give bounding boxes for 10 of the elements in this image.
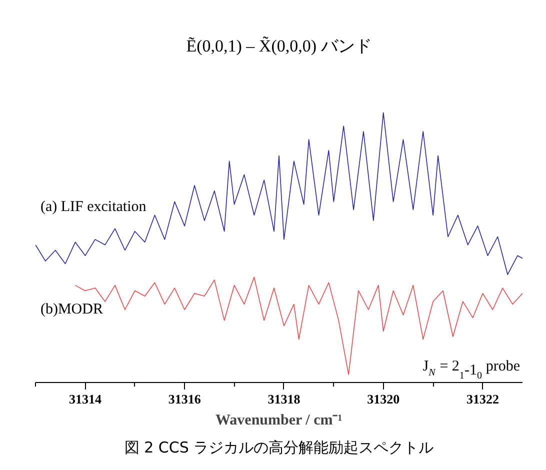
chart-title: Ẽ(0,0,1) – X̃(0,0,0) バンド: [186, 36, 372, 56]
series-label: (b)MODR: [40, 302, 103, 318]
x-tick-label: 31322: [466, 392, 499, 406]
x-tick-label: 31318: [268, 392, 301, 406]
x-tick-label: 31314: [68, 392, 102, 406]
x-axis-title: Wavenumber / cm⁻¹: [216, 412, 342, 428]
x-tick-label: 31316: [168, 392, 202, 406]
series-label: (a) LIF excitation: [40, 199, 147, 216]
x-tick-label: 31320: [367, 392, 400, 406]
caption: 図 2 CCS ラジカルの高分解能励起スペクトル: [124, 438, 434, 456]
